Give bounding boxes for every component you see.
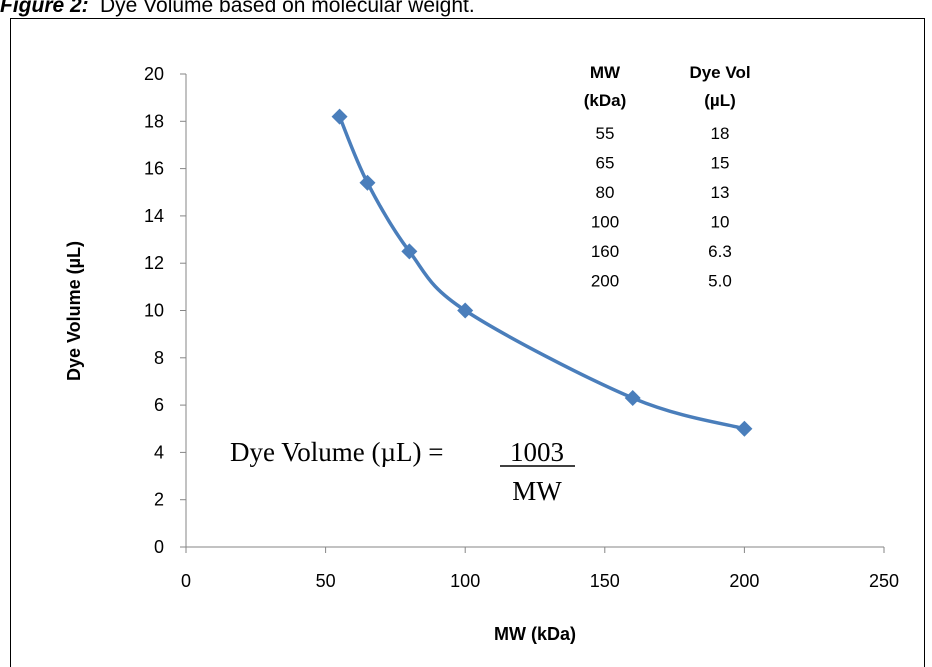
chart-title: Dye Volume based on molecular weight. <box>100 0 475 17</box>
table-header: Dye Vol <box>689 63 750 82</box>
y-tick-label: 4 <box>154 442 164 462</box>
y-tick-label: 2 <box>154 490 164 510</box>
table-cell: 5.0 <box>708 272 732 291</box>
x-tick-label: 0 <box>181 571 191 591</box>
data-point <box>457 302 474 319</box>
chart-border <box>10 18 925 667</box>
table-cell: 65 <box>596 154 615 173</box>
y-tick-label: 18 <box>144 111 164 131</box>
y-tick-label: 14 <box>144 206 164 226</box>
x-tick-label: 250 <box>869 571 899 591</box>
table-header: (kDa) <box>584 91 627 110</box>
table-cell: 55 <box>596 124 615 143</box>
data-point <box>331 108 348 125</box>
x-tick-label: 150 <box>590 571 620 591</box>
x-tick-label: 100 <box>450 571 480 591</box>
figure-label: Figure 2: <box>0 0 89 17</box>
table-cell: 80 <box>596 183 615 202</box>
y-tick-label: 16 <box>144 159 164 179</box>
table-cell: 160 <box>591 242 619 261</box>
x-tick-label: 50 <box>316 571 336 591</box>
equation-numerator: 1003 <box>510 437 564 467</box>
data-point <box>359 174 376 191</box>
data-point <box>624 390 641 407</box>
table-cell: 18 <box>711 124 730 143</box>
x-axis-label: MW (kDa) <box>494 624 576 644</box>
table-cell: 200 <box>591 272 619 291</box>
table-cell: 100 <box>591 213 619 232</box>
table-cell: 6.3 <box>708 242 732 261</box>
y-tick-label: 0 <box>154 537 164 557</box>
table-header: MW <box>590 63 621 82</box>
data-point <box>736 420 753 437</box>
y-axis-label: Dye Volume (µL) <box>64 241 84 381</box>
table-header: (µL) <box>704 91 736 110</box>
data-point <box>401 243 418 260</box>
equation-lhs: Dye Volume (µL) = <box>230 437 444 467</box>
y-tick-label: 6 <box>154 395 164 415</box>
equation-denominator: MW <box>512 476 562 506</box>
y-tick-label: 8 <box>154 348 164 368</box>
table-cell: 10 <box>711 213 730 232</box>
y-tick-label: 20 <box>144 64 164 84</box>
y-tick-label: 12 <box>144 253 164 273</box>
table-cell: 13 <box>711 183 730 202</box>
series-line <box>337 115 745 431</box>
table-cell: 15 <box>711 154 730 173</box>
y-tick-label: 10 <box>144 301 164 321</box>
x-tick-label: 200 <box>729 571 759 591</box>
